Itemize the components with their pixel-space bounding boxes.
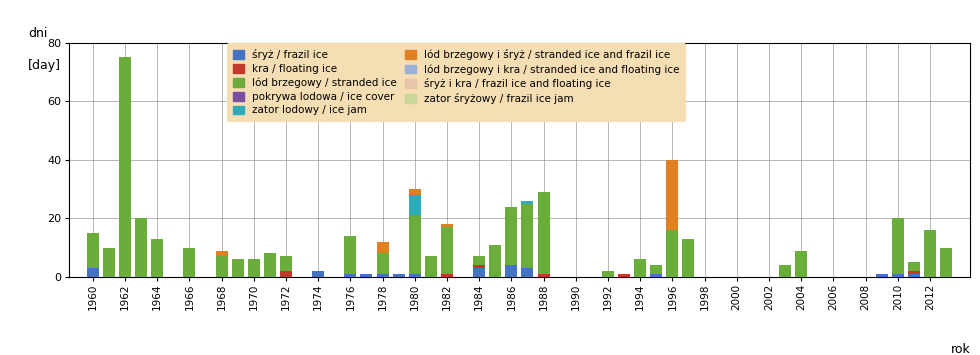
Bar: [103, 248, 115, 277]
Bar: [409, 189, 420, 195]
Bar: [86, 268, 99, 277]
Bar: [216, 251, 227, 256]
Bar: [135, 218, 147, 277]
Bar: [650, 274, 662, 277]
Bar: [666, 160, 678, 230]
Bar: [312, 271, 324, 277]
Bar: [344, 236, 357, 274]
Bar: [537, 274, 550, 277]
Text: dni: dni: [28, 27, 47, 40]
Bar: [521, 204, 533, 268]
Bar: [682, 239, 695, 277]
Bar: [183, 248, 195, 277]
Bar: [376, 274, 389, 277]
Legend: śryż / frazil ice, kra / floating ice, lód brzegowy / stranded ice, pokrywa lodo: śryż / frazil ice, kra / floating ice, l…: [227, 43, 686, 122]
Bar: [441, 224, 453, 227]
Bar: [216, 256, 227, 277]
Bar: [86, 233, 99, 268]
Bar: [892, 274, 904, 277]
Bar: [264, 253, 276, 277]
Bar: [441, 227, 453, 274]
Bar: [119, 57, 131, 277]
Bar: [650, 265, 662, 274]
Bar: [940, 248, 953, 277]
Bar: [924, 230, 936, 277]
Bar: [602, 271, 614, 277]
Bar: [473, 268, 485, 277]
Bar: [618, 274, 630, 277]
Text: rok: rok: [951, 343, 970, 355]
Bar: [907, 262, 920, 271]
Bar: [409, 195, 420, 215]
Bar: [280, 256, 292, 271]
Bar: [537, 192, 550, 274]
Bar: [666, 230, 678, 277]
Bar: [409, 215, 420, 274]
Bar: [506, 207, 517, 265]
Bar: [231, 259, 244, 277]
Bar: [473, 265, 485, 268]
Bar: [907, 274, 920, 277]
Text: [day]: [day]: [28, 59, 61, 72]
Bar: [280, 271, 292, 277]
Bar: [393, 274, 405, 277]
Bar: [489, 245, 502, 277]
Bar: [409, 274, 420, 277]
Bar: [151, 239, 164, 277]
Bar: [907, 271, 920, 274]
Bar: [376, 242, 389, 253]
Bar: [424, 256, 437, 277]
Bar: [506, 265, 517, 277]
Bar: [521, 268, 533, 277]
Bar: [892, 218, 904, 274]
Bar: [521, 201, 533, 204]
Bar: [376, 253, 389, 274]
Bar: [634, 259, 646, 277]
Bar: [361, 274, 372, 277]
Bar: [473, 256, 485, 265]
Bar: [795, 251, 808, 277]
Bar: [875, 274, 888, 277]
Bar: [248, 259, 260, 277]
Bar: [441, 274, 453, 277]
Bar: [779, 265, 791, 277]
Bar: [344, 274, 357, 277]
